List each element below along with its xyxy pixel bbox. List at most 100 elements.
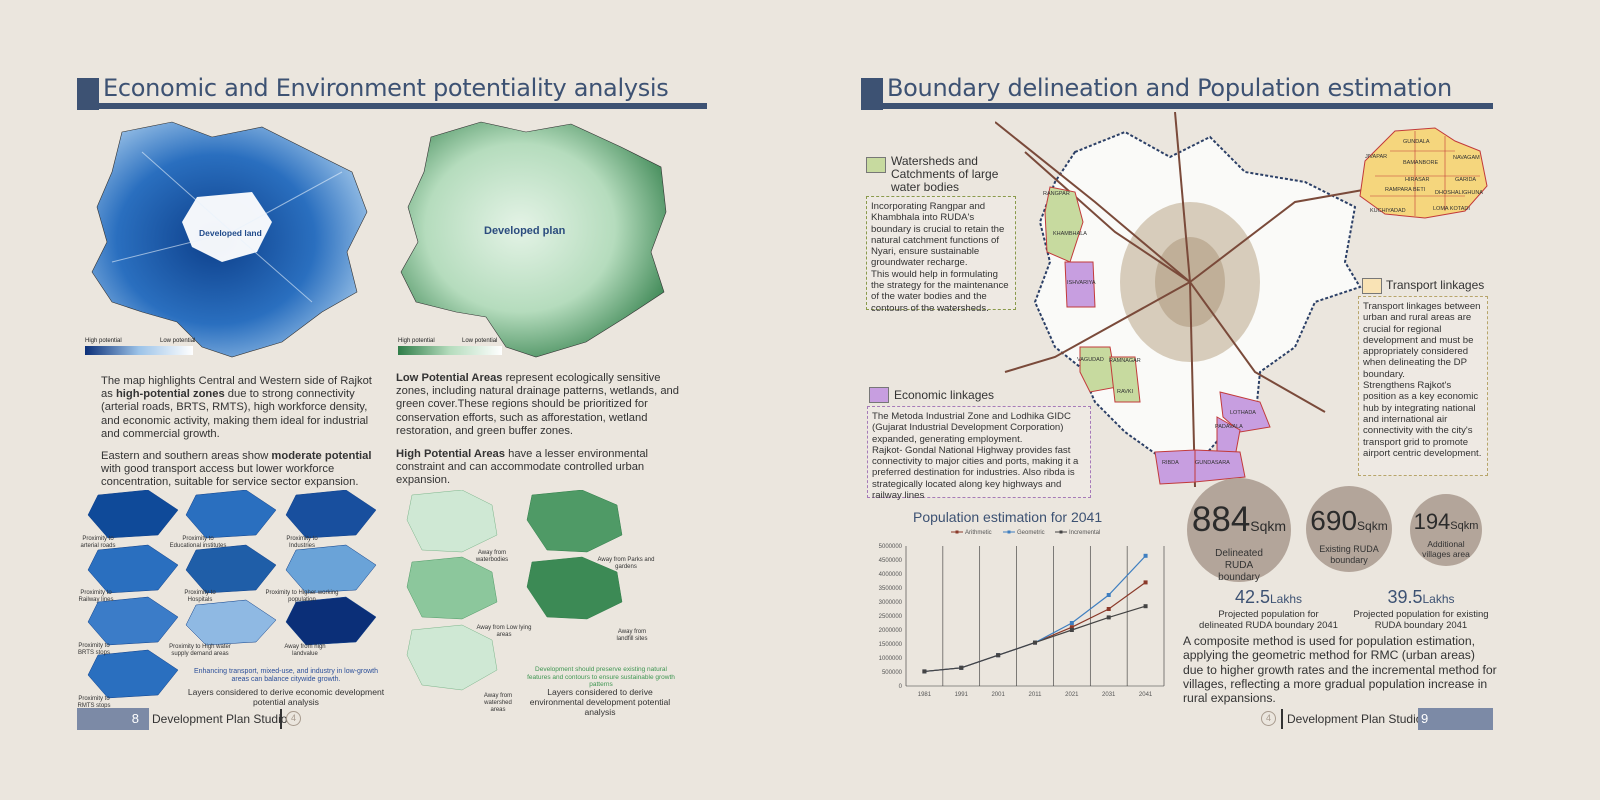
env-layer-label: Away from waterbodies	[475, 550, 509, 563]
chart-y-tick-label: 5000000	[879, 544, 903, 550]
chart-x-tick-label: 2021	[1065, 692, 1079, 698]
chart-point	[1069, 625, 1074, 630]
chart-y-tick-label: 3000000	[879, 600, 903, 606]
region-label: VAGUDAD	[1077, 357, 1104, 363]
chart-point	[1106, 615, 1111, 620]
map1-label: Developed land	[199, 228, 262, 238]
env-layer-label: Away from Low lying areas	[476, 625, 532, 638]
transport-text-box: Transport linkages between urban and rur…	[1358, 296, 1488, 476]
ruda-boundary-map: RANGPAR KHAMBHALA ISHVARIYA VAGUDAD RAMN…	[995, 112, 1381, 487]
chart-series-line	[924, 581, 1146, 673]
stat-circle-existing: 690Sqkm Existing RUDA boundary	[1306, 486, 1392, 572]
econ-paragraph-2: Eastern and southern areas show moderate…	[101, 450, 372, 489]
econ-layer-label: Proximity to BRTS stops	[78, 643, 110, 656]
chart-y-tick-label: 0	[899, 684, 903, 690]
chart-x-tick-label: 2031	[1102, 692, 1116, 698]
population-chart: 0 500000 1000000 1500000 2000000 2500000 30000…	[879, 530, 1165, 698]
transport-swatch	[1362, 278, 1382, 294]
region-label: RAMNAGAR	[1109, 358, 1141, 364]
village-label: HIRASAR	[1405, 177, 1429, 183]
left-footer-text: Development Plan Studio	[152, 712, 288, 726]
chart-series-line	[924, 605, 1146, 673]
chart-x-tick-label: 2041	[1139, 692, 1153, 698]
econ-layer-maps	[87, 490, 377, 699]
econ-layer-label: Proximity to Railway lines	[78, 590, 114, 603]
right-footer-divider	[1281, 709, 1283, 729]
map1-legend-high: High potential	[85, 338, 122, 344]
chart-x-tick-label: 2001	[991, 692, 1005, 698]
chart-legend-marker	[1059, 530, 1063, 534]
chart-x-tick-label: 2011	[1029, 692, 1043, 698]
econ-paragraph-1: The map highlights Central and Western s…	[101, 375, 372, 440]
right-footer-logo: 4	[1261, 711, 1276, 726]
left-title-block	[77, 78, 99, 110]
village-label: JIVAPAR	[1365, 154, 1387, 160]
chart-point	[1143, 580, 1148, 585]
environment-potential-map: Developed plan	[400, 121, 667, 358]
right-page-title: Boundary delineation and Population esti…	[887, 74, 1452, 102]
village-label: LOMA KOTADI	[1433, 206, 1470, 212]
region-label: GUNDASARA	[1195, 460, 1230, 466]
map2-legend-bar	[398, 346, 502, 355]
village-label: GUNDALA	[1403, 139, 1430, 145]
chart-y-tick-label: 1500000	[879, 642, 903, 648]
watershed-swatch	[866, 157, 886, 173]
chart-y-tick-label: 4000000	[879, 572, 903, 578]
chart-legend-marker	[1007, 530, 1011, 534]
map2-legend-high: High potential	[398, 338, 435, 344]
economic-potential-map: Developed land	[91, 121, 368, 358]
econ-layer-label: Proximity to Industries	[286, 536, 318, 549]
chart-point	[996, 653, 1001, 658]
left-page-number: 8	[77, 708, 149, 730]
chart-y-tick-label: 2000000	[879, 628, 903, 634]
chart-legend-label: Geometric	[1017, 530, 1045, 536]
econ-layer-label: Proximity to Hospitals	[184, 590, 216, 603]
chart-y-tick-label: 2500000	[879, 614, 903, 620]
map1-legend-low: Low potential	[160, 338, 196, 344]
env-note: Development should preserve existing nat…	[527, 666, 675, 688]
chart-x-tick-label: 1981	[918, 692, 932, 698]
region-label: KHAMBHALA	[1053, 231, 1087, 237]
econ-note: Enhancing transport, mixed-use, and indu…	[193, 668, 379, 683]
chart-point	[959, 665, 964, 670]
region-label: LOTHADA	[1230, 410, 1256, 416]
chart-series-line	[924, 555, 1147, 673]
villages-inset-map: GUNDALA JIVAPAR BAMANBORE NAVAGAM HIRASA…	[1359, 127, 1488, 219]
econ-layer-label: Proximity to RMTS stops	[77, 696, 111, 709]
econ-caption: Layers considered to derive economic dev…	[187, 687, 385, 707]
method-text: A composite method is used for populatio…	[1183, 634, 1497, 706]
right-title-rule	[861, 103, 1493, 109]
stat-circle-delineated: 884Sqkm Delineated RUDA boundary	[1187, 478, 1291, 583]
econ-layer-label: Proximity to arterial roads	[80, 536, 116, 549]
chart-y-tick-label: 500000	[882, 670, 903, 676]
chart-x-tick-label: 1991	[955, 692, 969, 698]
region-label: PADAVALA	[1215, 424, 1243, 430]
chart-y-tick-label: 4500000	[879, 558, 903, 564]
chart-point	[922, 669, 927, 674]
right-footer-text: Development Plan Studio	[1287, 712, 1423, 726]
village-label: GARIDA	[1455, 177, 1476, 183]
chart-y-tick-label: 3500000	[879, 586, 903, 592]
chart-title: Population estimation for 2041	[913, 509, 1103, 525]
left-footer-divider	[280, 709, 282, 729]
econ-layer-label: Proximity to High water supply demand ar…	[169, 644, 231, 657]
left-page-title: Economic and Environment potentiality an…	[103, 74, 669, 102]
env-layer-maps	[406, 490, 623, 691]
chart-legend-marker	[955, 530, 959, 534]
village-label: RAMPARA BETI	[1385, 187, 1426, 193]
left-title-rule	[77, 103, 707, 109]
watershed-text-box: Incorporating Rangpar and Khambhala into…	[866, 196, 1016, 314]
right-title-block	[861, 78, 883, 110]
chart-point	[1143, 553, 1148, 558]
chart-point	[1033, 640, 1037, 645]
econ-layer-label: Proximity to Higher working population	[265, 590, 339, 603]
projection-existing: 39.5Lakhs Projected population for exist…	[1353, 587, 1489, 631]
region-label: ISHVARIYA	[1067, 280, 1096, 286]
chart-y-tick-label: 1000000	[879, 656, 903, 662]
econ-layer-label: Proximity to Educational institutes	[169, 536, 227, 549]
region-label: RIBDA	[1162, 460, 1179, 466]
env-layer-label: Away from Parks and gardens	[597, 557, 655, 570]
map1-legend-bar	[85, 346, 193, 355]
transport-heading: Transport linkages	[1386, 278, 1485, 292]
watershed-heading: Watersheds and Catchments of large water…	[891, 154, 999, 194]
